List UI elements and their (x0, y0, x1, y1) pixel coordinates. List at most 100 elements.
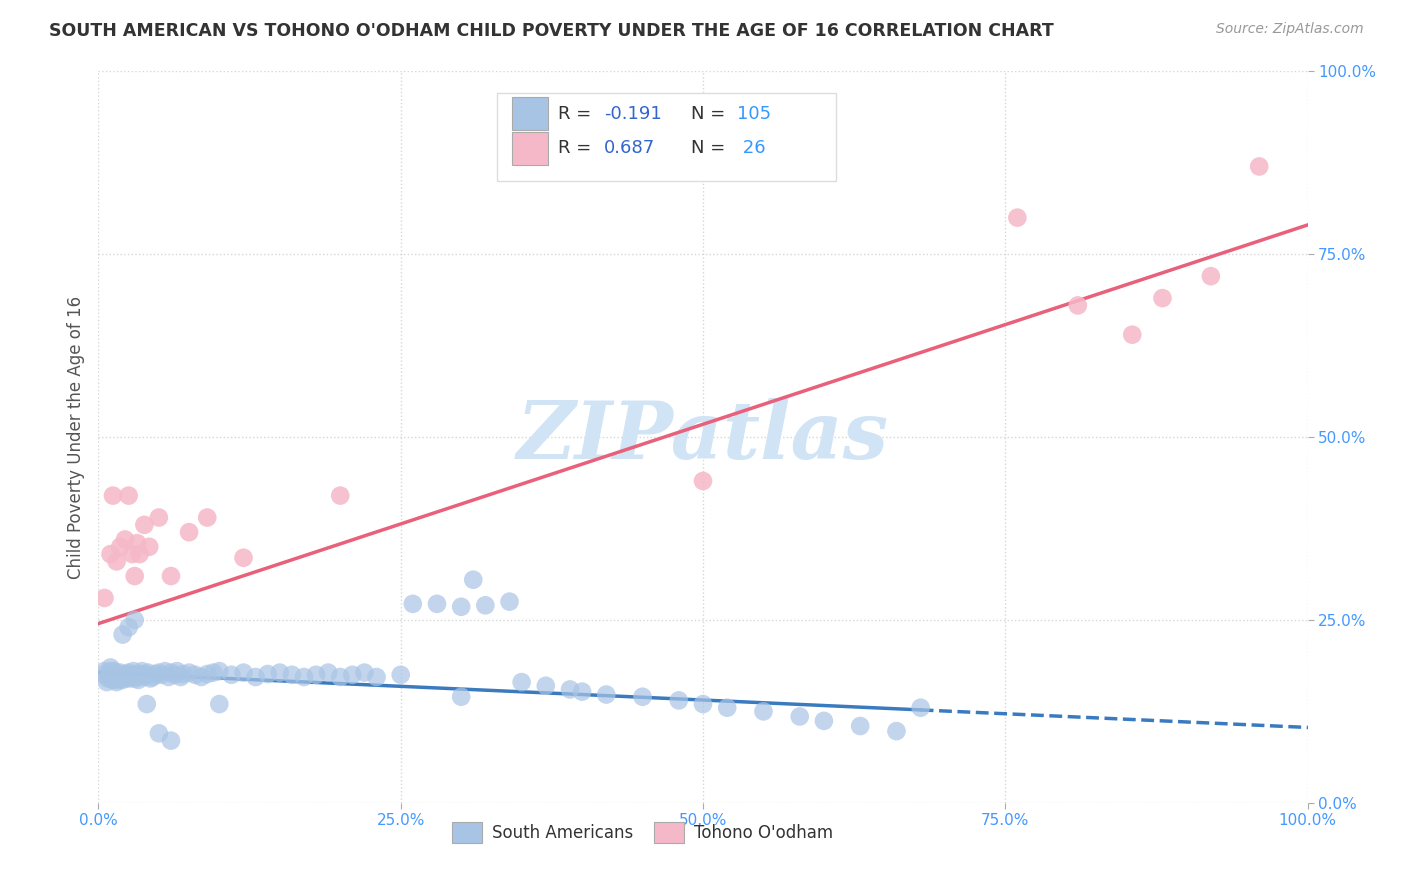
Point (148, 665, 170, 680)
FancyBboxPatch shape (498, 94, 837, 181)
Point (232, 665, 254, 680)
Point (148, 510, 170, 524)
Point (910, 700, 932, 714)
Point (426, 597, 449, 611)
Point (510, 675, 533, 690)
Point (100, 664, 122, 678)
Point (115, 668, 138, 682)
Point (208, 664, 231, 678)
Point (124, 667, 146, 681)
Point (692, 474, 714, 488)
Point (100, 547, 122, 561)
Point (121, 667, 143, 681)
Y-axis label: Child Poverty Under the Age of 16: Child Poverty Under the Age of 16 (66, 295, 84, 579)
Point (101, 489, 124, 503)
Point (111, 627, 134, 641)
Point (114, 667, 136, 681)
Point (114, 533, 136, 547)
Point (157, 670, 180, 684)
Point (752, 705, 775, 719)
Point (110, 670, 132, 684)
Point (534, 679, 557, 693)
Point (127, 536, 149, 550)
Text: 26: 26 (737, 139, 765, 157)
Text: 105: 105 (737, 104, 770, 123)
Point (127, 670, 149, 684)
Text: Source: ZipAtlas.com: Source: ZipAtlas.com (1216, 22, 1364, 37)
Point (93, 667, 115, 681)
Point (100, 660, 122, 674)
Point (118, 620, 141, 634)
Point (316, 665, 339, 680)
Text: R =: R = (558, 104, 598, 123)
Point (353, 665, 375, 680)
Point (1152, 291, 1174, 305)
Point (101, 673, 124, 687)
Point (160, 569, 183, 583)
Point (135, 667, 157, 681)
Point (1249, 160, 1271, 174)
Point (118, 665, 141, 680)
Point (97, 672, 120, 686)
Point (813, 714, 835, 728)
Point (463, 573, 485, 587)
Point (1067, 298, 1090, 312)
Legend: South Americans, Tohono O'odham: South Americans, Tohono O'odham (446, 815, 839, 849)
Point (166, 664, 188, 678)
FancyBboxPatch shape (512, 97, 548, 130)
Point (195, 510, 218, 524)
Point (105, 554, 128, 568)
Point (105, 672, 128, 686)
Point (160, 665, 183, 680)
Point (143, 667, 166, 681)
Text: N =: N = (690, 104, 731, 123)
Point (103, 667, 125, 681)
Point (269, 665, 291, 680)
Point (103, 664, 125, 678)
Point (150, 667, 173, 681)
Text: ZIPatlas: ZIPatlas (517, 399, 889, 475)
Point (96, 675, 118, 690)
Point (153, 664, 176, 678)
Point (631, 690, 654, 704)
Point (163, 667, 186, 681)
Point (105, 675, 128, 690)
Point (232, 550, 254, 565)
Text: SOUTH AMERICAN VS TOHONO O'ODHAM CHILD POVERTY UNDER THE AGE OF 16 CORRELATION C: SOUTH AMERICAN VS TOHONO O'ODHAM CHILD P… (49, 22, 1054, 40)
Point (105, 667, 128, 681)
Point (104, 669, 127, 683)
Text: N =: N = (690, 139, 731, 157)
Point (111, 673, 134, 687)
Text: R =: R = (558, 139, 598, 157)
Point (124, 672, 146, 686)
Point (135, 697, 157, 711)
Point (245, 670, 267, 684)
Point (100, 670, 122, 684)
Point (195, 667, 218, 681)
Point (136, 665, 159, 680)
Point (190, 670, 212, 684)
Point (107, 673, 129, 687)
Point (1199, 269, 1222, 284)
Point (124, 613, 146, 627)
Point (118, 670, 141, 684)
Point (111, 668, 134, 682)
Point (93, 664, 115, 678)
Point (121, 547, 143, 561)
Point (849, 719, 872, 733)
Point (108, 672, 131, 686)
Point (131, 664, 153, 678)
Point (179, 665, 201, 680)
Point (342, 667, 364, 681)
Point (107, 670, 129, 684)
Point (148, 726, 170, 740)
Point (98, 667, 121, 681)
Point (716, 700, 738, 714)
Point (101, 668, 124, 682)
Point (886, 724, 908, 739)
Point (118, 672, 141, 686)
Point (160, 733, 183, 747)
Point (789, 709, 811, 723)
Point (129, 667, 152, 681)
Point (450, 599, 472, 614)
